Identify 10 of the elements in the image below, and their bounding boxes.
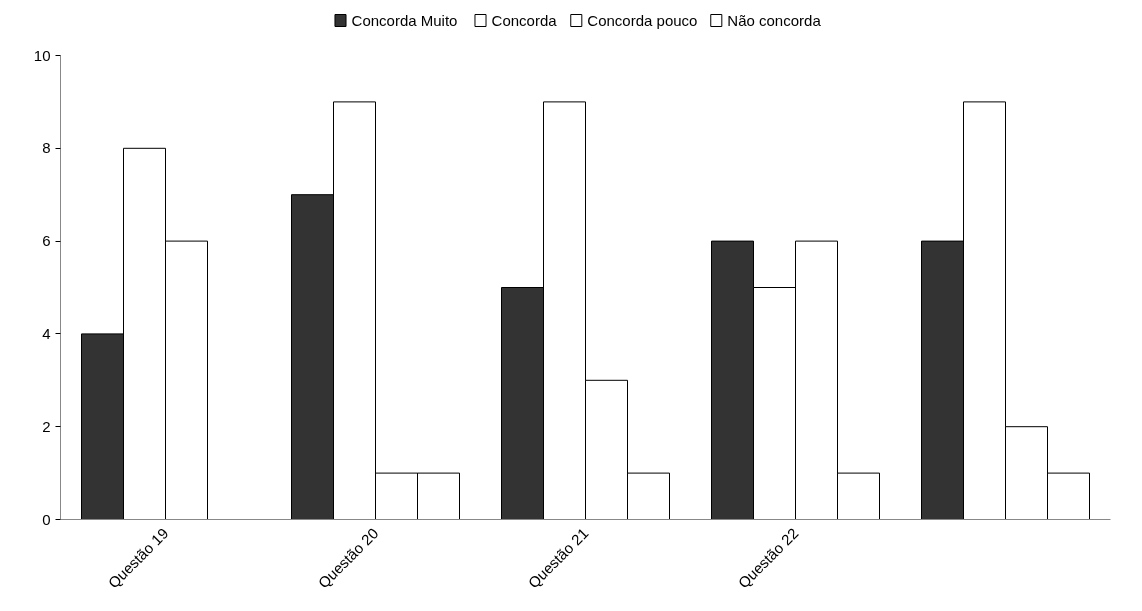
y-tick-label: 10 [33, 46, 51, 64]
y-tick-label: 4 [42, 324, 51, 342]
y-tick-label: 0 [42, 510, 51, 528]
legend-label: Concorda Muito [351, 12, 458, 29]
legend-label: Não concorda [727, 12, 822, 29]
legend-label: Concorda pouco [587, 12, 698, 29]
legend-label: Concorda [491, 12, 558, 29]
y-tick-label: 6 [42, 232, 51, 250]
y-tick-label: 8 [42, 139, 51, 157]
y-tick-label: 2 [42, 417, 51, 435]
